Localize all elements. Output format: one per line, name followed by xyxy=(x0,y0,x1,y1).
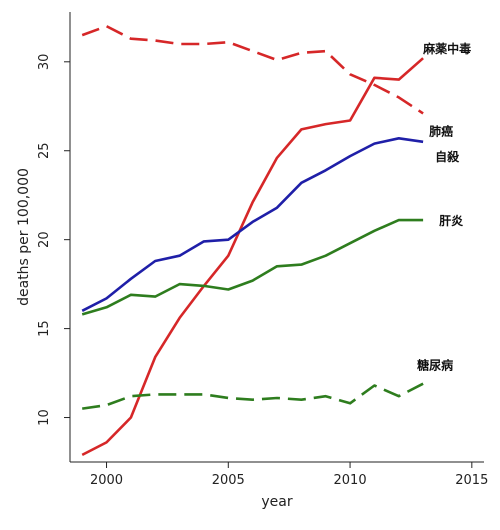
series-lines xyxy=(81,24,424,457)
y-tick-label: 10 xyxy=(37,409,52,426)
series-line-糖尿病 xyxy=(82,382,424,410)
series-label-麻薬中毒: 麻薬中毒 xyxy=(422,41,471,56)
y-tick-label: 20 xyxy=(37,231,52,248)
x-tick-label: 2005 xyxy=(212,473,245,488)
series-label-肝炎: 肝炎 xyxy=(439,213,463,228)
y-tick-label: 30 xyxy=(37,54,52,71)
x-axis-title: year xyxy=(261,494,292,510)
y-axis-title: deaths per 100,000 xyxy=(16,168,32,306)
series-label-自殺: 自殺 xyxy=(435,149,460,164)
x-axis: 2000 2005 2010 2015 xyxy=(90,462,488,488)
y-tick-label: 25 xyxy=(37,142,52,159)
x-tick-label: 2015 xyxy=(455,473,488,488)
x-tick-label: 2010 xyxy=(334,473,367,488)
plot-area xyxy=(69,12,484,463)
series-line-肝炎 xyxy=(81,218,424,316)
y-tick-label: 15 xyxy=(37,320,52,337)
series-label-糖尿病: 糖尿病 xyxy=(417,358,453,373)
series-label-肺癌: 肺癌 xyxy=(429,123,453,138)
y-axis: 10 15 20 25 30 xyxy=(37,54,70,426)
x-tick-label: 2000 xyxy=(90,473,123,488)
series-line-肺癌 xyxy=(81,24,424,115)
series-line-自殺 xyxy=(81,137,424,312)
series-line-麻薬中毒 xyxy=(81,57,424,457)
